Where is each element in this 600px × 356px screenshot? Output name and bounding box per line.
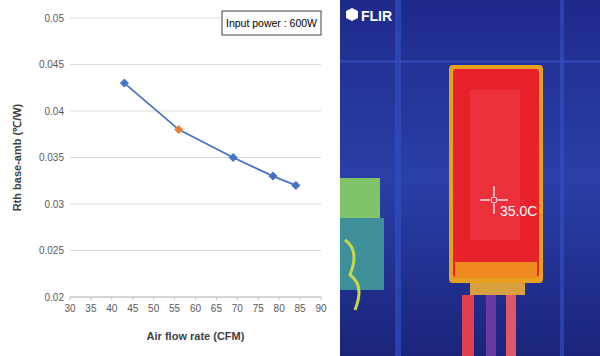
x-tick bbox=[111, 297, 112, 300]
marker bbox=[269, 172, 277, 180]
crosshair bbox=[498, 199, 508, 200]
x-tick bbox=[216, 297, 217, 300]
x-tick bbox=[279, 297, 280, 300]
annotation-box bbox=[222, 11, 321, 35]
x-tick-label: 45 bbox=[127, 303, 139, 314]
cable bbox=[345, 240, 359, 310]
x-tick-label: 30 bbox=[64, 303, 76, 314]
y-tick-label: 0.045 bbox=[39, 59, 64, 70]
crosshair bbox=[480, 199, 490, 200]
y-tick-label: 0.025 bbox=[39, 245, 64, 256]
grid-line bbox=[70, 64, 321, 65]
crosshair bbox=[493, 204, 494, 214]
y-tick-label: 0.05 bbox=[45, 13, 65, 24]
root: 0.02 0.025 0.03 0.035 0.04 0.045 0.05 30 35 40 45 5… bbox=[0, 0, 600, 356]
y-tick-label: 0.035 bbox=[39, 152, 64, 163]
x-tick bbox=[90, 297, 91, 300]
warm-object bbox=[340, 218, 384, 290]
bg-line bbox=[560, 0, 564, 356]
connector bbox=[470, 283, 525, 295]
spot-temperature: 35.0C bbox=[500, 203, 537, 219]
canvas: 0.02 0.025 0.03 0.035 0.04 0.045 0.05 30 35 40 45 5… bbox=[0, 0, 600, 356]
marker bbox=[229, 154, 237, 162]
thermal-bg bbox=[340, 0, 600, 356]
y-tick-label: 0.03 bbox=[45, 199, 65, 210]
x-tick bbox=[132, 297, 133, 300]
x-tick bbox=[70, 297, 71, 300]
marker bbox=[292, 181, 300, 189]
heatsink bbox=[453, 69, 539, 277]
marker bbox=[175, 126, 183, 134]
x-tick-label: 55 bbox=[169, 303, 181, 314]
lead bbox=[462, 295, 474, 356]
grid-line bbox=[70, 111, 321, 112]
x-tick-label: 50 bbox=[148, 303, 160, 314]
annotation-text: Input power : 600W bbox=[226, 17, 317, 29]
x-tick-label: 85 bbox=[295, 303, 307, 314]
plot-data bbox=[120, 79, 300, 189]
x-tick-label: 65 bbox=[211, 303, 223, 314]
grid-line bbox=[70, 250, 321, 251]
y-tick-label: 0.02 bbox=[45, 292, 65, 303]
x-tick bbox=[237, 297, 238, 300]
line bbox=[124, 83, 296, 185]
bg-line bbox=[340, 60, 600, 63]
thermal-image: 35.0C FLIR bbox=[340, 0, 600, 356]
x-tick-label: 35 bbox=[85, 303, 97, 314]
x-tick-label: 75 bbox=[253, 303, 265, 314]
x-tick bbox=[258, 297, 259, 300]
heatsink-edge bbox=[449, 65, 543, 283]
logo-icon bbox=[346, 8, 358, 21]
x-tick bbox=[300, 297, 301, 300]
grid-line bbox=[70, 204, 321, 205]
x-tick bbox=[153, 297, 154, 300]
warm-object bbox=[340, 178, 380, 218]
x-tick-label: 90 bbox=[315, 303, 327, 314]
annotation: Input power : 600W bbox=[222, 11, 321, 35]
bg-line bbox=[395, 0, 401, 356]
x-tick-label: 70 bbox=[232, 303, 244, 314]
lead bbox=[486, 295, 496, 356]
y-tick-label: 0.04 bbox=[45, 106, 65, 117]
heatsink-base bbox=[455, 262, 537, 278]
grid-line bbox=[70, 157, 321, 158]
crosshair bbox=[491, 197, 497, 203]
logo: FLIR bbox=[361, 8, 392, 24]
x-axis-title: Air flow rate (CFM) bbox=[147, 330, 245, 342]
x-tick bbox=[321, 297, 322, 300]
x-tick-label: 60 bbox=[190, 303, 202, 314]
marker bbox=[120, 79, 128, 87]
lead bbox=[506, 295, 516, 356]
x-tick bbox=[174, 297, 175, 300]
x-tick-label: 40 bbox=[106, 303, 118, 314]
axes: 0.02 0.025 0.03 0.035 0.04 0.045 0.05 30 35 40 45 5… bbox=[39, 13, 327, 315]
y-axis-title: Rth base-amb (℃/W) bbox=[11, 103, 23, 211]
crosshair bbox=[493, 186, 494, 196]
x-tick-label: 80 bbox=[274, 303, 286, 314]
x-tick bbox=[195, 297, 196, 300]
